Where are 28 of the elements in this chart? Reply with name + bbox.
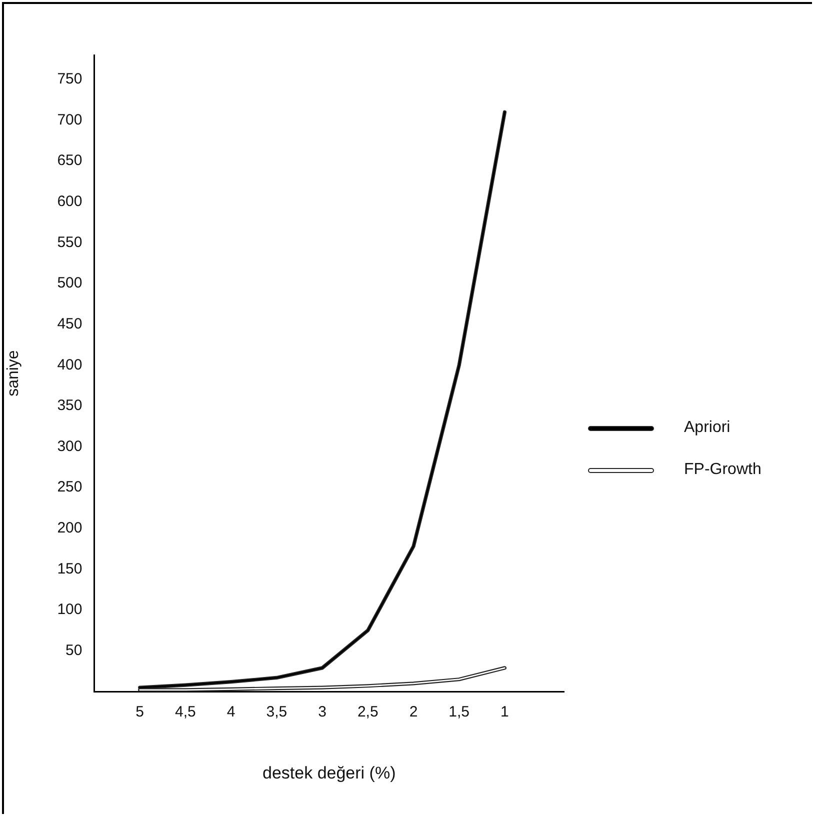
y-tick-label: 200 <box>57 520 82 537</box>
y-tick-label: 150 <box>57 560 82 578</box>
y-tick-label: 650 <box>57 152 82 170</box>
y-tick-label: 450 <box>57 315 82 332</box>
x-tick-label: 3 <box>318 704 326 721</box>
y-tick-label: 400 <box>57 356 82 374</box>
y-tick-label: 700 <box>57 111 82 128</box>
y-tick-label: 500 <box>57 274 82 292</box>
y-tick-label: 550 <box>57 234 82 251</box>
y-tick-label: 250 <box>57 478 82 496</box>
y-tick-label: 50 <box>66 642 82 659</box>
x-tick-label: 3,5 <box>266 704 288 721</box>
y-axis-title: saniye <box>5 350 22 396</box>
text: FP-Growth <box>684 461 762 479</box>
legend-label: Apriori <box>684 419 730 437</box>
y-tick-label: 350 <box>57 397 82 414</box>
x-tick-label: 4,5 <box>175 704 196 721</box>
y-tick-label: 100 <box>57 601 82 618</box>
x-tick-label: 2,5 <box>357 704 378 721</box>
y-tick-label: 300 <box>57 438 82 455</box>
y-tick-label: 750 <box>57 70 82 88</box>
x-tick-label: 1 <box>500 704 509 721</box>
x-tick-label: 5 <box>136 704 144 721</box>
x-tick-label: 2 <box>409 704 418 721</box>
y-tick-label: 600 <box>57 193 82 210</box>
x-tick-label: 4 <box>226 704 236 721</box>
x-tick-label: 1,5 <box>448 704 470 721</box>
x-axis-title: destek değeri (%) <box>262 763 396 782</box>
